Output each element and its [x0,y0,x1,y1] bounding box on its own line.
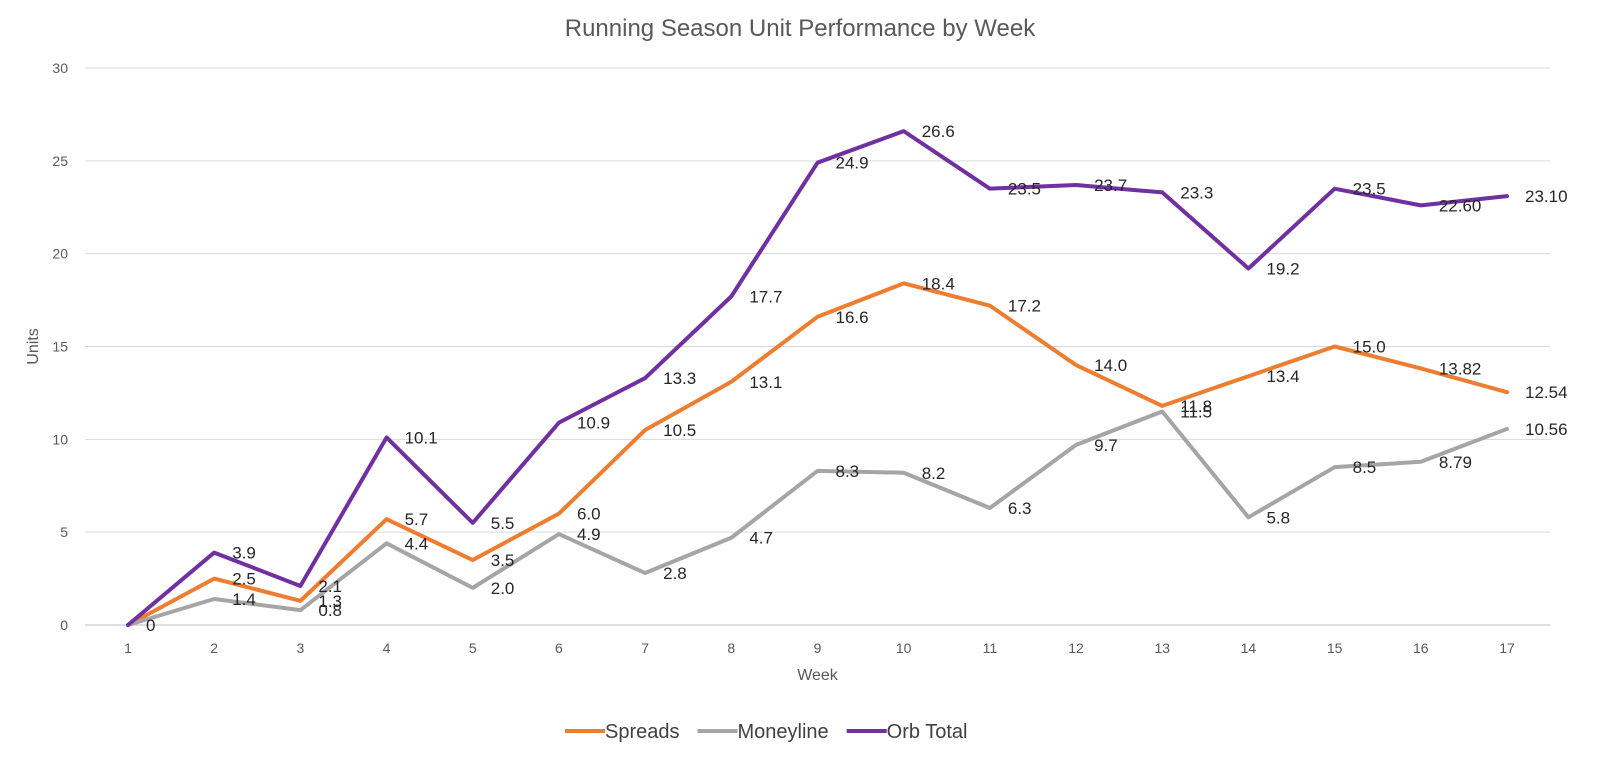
data-label: 10.56 [1525,420,1568,439]
data-label: 22.60 [1439,196,1482,215]
data-label: 23.5 [1008,180,1041,199]
data-label: 5.8 [1266,508,1290,527]
data-label: 6.3 [1008,499,1032,518]
data-label: 3.5 [491,551,515,570]
data-label: 2.1 [318,577,342,596]
data-label: 4.7 [749,529,773,548]
data-label: 12.54 [1525,383,1568,402]
x-tick-label: 5 [469,640,477,656]
data-label: 10.5 [663,421,696,440]
data-label: 9.7 [1094,436,1118,455]
y-axis-ticks: 0 5 10 15 20 25 30 [52,60,68,633]
data-label: 13.4 [1266,367,1299,386]
x-tick-label: 17 [1499,640,1515,656]
data-label: 3.9 [232,544,256,563]
data-label: 6.0 [577,505,601,524]
data-label: 0 [146,616,155,635]
y-tick-label: 25 [52,153,68,169]
data-label: 13.3 [663,369,696,388]
data-label: 18.4 [922,274,955,293]
data-label: 0.8 [318,601,342,620]
x-tick-label: 13 [1154,640,1170,656]
data-label: 23.10 [1525,187,1568,206]
data-label: 13.82 [1439,359,1482,378]
x-tick-label: 15 [1327,640,1343,656]
data-label: 4.4 [405,534,429,553]
data-label: 13.1 [749,373,782,392]
data-labels: 0 2.5 1.3 5.7 3.5 6.0 10.5 13.1 16.6 18.4 17.2 14.0… [146,122,1568,635]
data-label: 10.1 [405,428,438,447]
x-tick-label: 10 [896,640,912,656]
chart-title: Running Season Unit Performance by Week [565,15,1036,42]
data-label: 24.9 [836,154,869,173]
y-tick-label: 15 [52,339,68,355]
x-tick-label: 12 [1068,640,1084,656]
x-tick-label: 7 [641,640,649,656]
data-label: 2.5 [232,570,256,589]
x-tick-label: 6 [555,640,563,656]
y-tick-label: 30 [52,60,68,76]
data-label: 16.6 [836,308,869,327]
data-label: 2.0 [491,579,515,598]
x-tick-label: 1 [124,640,132,656]
x-tick-label: 2 [210,640,218,656]
y-tick-label: 5 [60,524,68,540]
x-axis-title: Week [797,667,839,684]
x-tick-label: 8 [727,640,735,656]
series-lines [126,129,1509,627]
y-axis-title: Units [25,328,42,364]
data-label: 14.0 [1094,356,1127,375]
x-tick-label: 14 [1241,640,1257,656]
data-label: 23.5 [1353,180,1386,199]
legend-label: Moneyline [738,721,829,743]
x-tick-label: 3 [296,640,304,656]
x-tick-label: 16 [1413,640,1429,656]
data-label: 26.6 [922,122,955,141]
data-label: 1.4 [232,590,256,609]
data-label: 15.0 [1353,338,1386,357]
x-tick-label: 4 [383,640,391,656]
y-tick-label: 20 [52,246,68,262]
legend-label: Spreads [605,721,680,743]
data-label: 5.5 [491,514,515,533]
data-label: 19.2 [1266,260,1299,279]
data-label: 8.2 [922,464,946,483]
series-line-1 [126,409,1509,627]
legend-label: Orb Total [887,721,968,743]
data-label: 8.5 [1353,458,1377,477]
data-label: 8.79 [1439,453,1472,472]
gridlines [85,67,1550,533]
data-label: 5.7 [405,510,429,529]
legend: Spreads Moneyline Orb Total [565,721,967,743]
data-label: 17.2 [1008,297,1041,316]
data-label: 1.3 [318,592,342,611]
data-label: 23.3 [1180,183,1213,202]
data-label: 11.5 [1180,402,1212,421]
series-line-2 [126,129,1509,627]
data-label: 17.7 [749,287,782,306]
y-tick-label: 10 [52,431,68,447]
series-line-0 [126,281,1509,627]
x-tick-label: 11 [983,640,998,656]
x-tick-label: 9 [814,640,822,656]
y-tick-label: 0 [60,617,68,633]
data-label: 2.8 [663,564,687,583]
data-label: 8.3 [836,462,860,481]
data-label: 10.9 [577,414,610,433]
data-label: 4.9 [577,525,601,544]
data-label: 11.8 [1180,397,1212,416]
data-label: 23.7 [1094,176,1127,195]
x-axis-ticks: 1 2 3 4 5 6 7 8 9 10 11 12 13 14 15 16 17 [124,640,1515,656]
